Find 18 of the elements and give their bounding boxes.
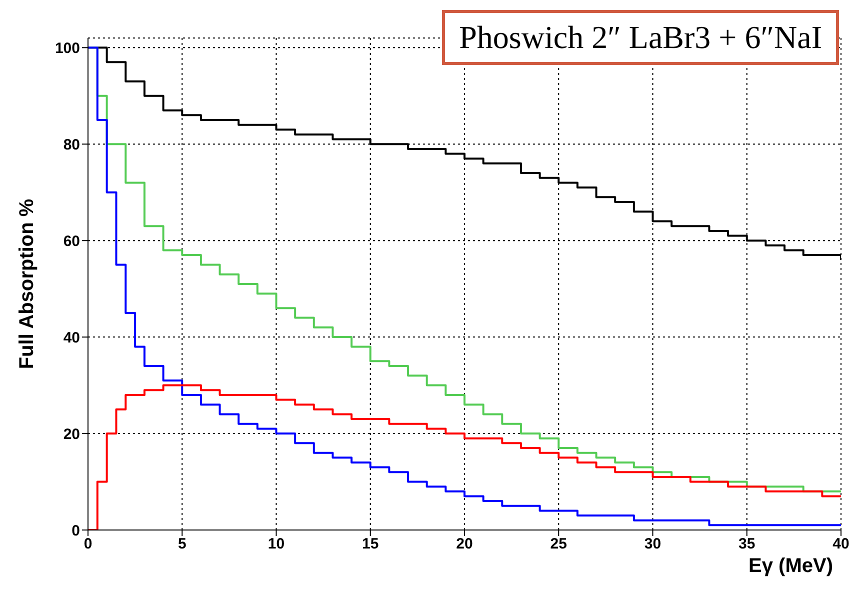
x-tick-label: 35 <box>738 536 756 553</box>
y-axis-title: Full Absorption % <box>16 198 38 370</box>
x-tick-label: 40 <box>832 536 850 553</box>
y-tick-label: 0 <box>72 522 80 540</box>
chart-title: Phoswich 2″ LaBr3 + 6″NaI <box>442 10 839 65</box>
x-tick-label: 0 <box>84 536 92 553</box>
x-tick-label: 30 <box>644 536 662 553</box>
y-tick-label: 80 <box>63 136 80 154</box>
x-tick-label: 5 <box>178 536 186 553</box>
x-tick-label: 25 <box>550 536 567 553</box>
y-tick-label: 20 <box>63 426 80 443</box>
y-tick-label: 40 <box>63 329 80 346</box>
y-tick-label: 60 <box>63 232 80 250</box>
x-tick-label: 20 <box>456 536 473 553</box>
x-tick-label: 10 <box>268 536 285 553</box>
y-tick-label: 100 <box>54 40 80 57</box>
x-tick-label: 15 <box>362 536 379 553</box>
x-axis-title: Eγ (MeV) <box>748 555 833 577</box>
